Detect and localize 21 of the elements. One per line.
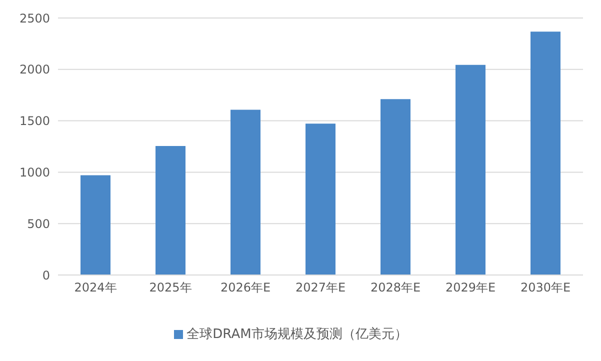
bar [380,99,410,275]
x-tick-label: 2029年E [445,280,496,295]
legend-label: 全球DRAM市场规模及预测（亿美元） [186,327,408,342]
x-tick-label: 2026年E [220,280,271,295]
bar [530,32,560,275]
bar [230,110,260,275]
y-tick-label: 2000 [19,62,50,77]
y-tick-label: 1500 [19,114,50,128]
bar [306,124,336,275]
bar [156,146,186,275]
y-tick-label: 2500 [19,11,50,26]
x-tick-label: 2025年 [149,280,192,295]
y-tick-label: 0 [42,268,50,282]
x-tick-label: 2030年E [520,280,571,295]
bar [456,64,486,275]
x-tick-label: 2027年E [295,280,346,295]
x-tick-label: 2024年 [74,280,117,295]
y-tick-label: 1000 [19,165,50,180]
x-tick-label: 2028年E [370,280,421,295]
bar [80,175,110,275]
y-tick-label: 500 [27,216,50,231]
